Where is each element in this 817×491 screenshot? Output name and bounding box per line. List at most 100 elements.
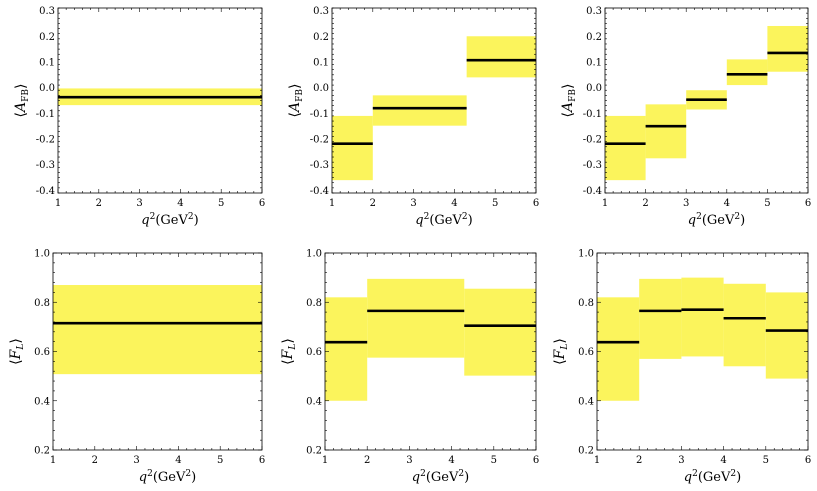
y-tick-label: 1.0: [34, 249, 50, 260]
x-axis-label: q2(GeV2): [415, 212, 472, 228]
y-tick-label: 0.2: [34, 446, 50, 457]
panel-bottom-right: 1 2 3 4 5 6 0.2 0.4 0.6 0.8 1.0 ⟨FL⟩ q2(GeV2): [552, 249, 811, 486]
x-tick-label: 1: [55, 198, 61, 209]
y-tick-label: 0.8: [578, 298, 594, 309]
x-axis-label: q2(GeV2): [688, 212, 745, 228]
y-axis-label: ⟨AFB⟩: [287, 84, 305, 118]
x-axis-label: q2(GeV2): [141, 212, 198, 228]
x-tick-label: 1: [50, 455, 56, 466]
y-tick-label: -0.1: [310, 109, 329, 120]
x-tick-label: 2: [636, 455, 642, 466]
uncertainty-band-4: [726, 59, 768, 86]
uncertainty-band-2: [367, 278, 465, 358]
x-tick-label: 3: [678, 455, 684, 466]
y-tick-label: -0.4: [310, 186, 329, 197]
x-tick-label: 4: [177, 198, 183, 209]
x-tick-label: 6: [259, 198, 265, 209]
y-tick-label: 0.0: [586, 83, 602, 94]
x-tick-label: 2: [96, 198, 102, 209]
x-tick-label: 3: [410, 198, 416, 209]
y-tick-label: 0.3: [39, 6, 55, 17]
x-tick-label: 1: [322, 455, 328, 466]
panel-bottom-middle: 1 2 3 4 5 6 0.2 0.4 0.6 0.8 1.0 ⟨FL⟩ q2(GeV2): [280, 249, 539, 486]
y-tick-label: -0.3: [310, 160, 329, 171]
x-axis-label: q2(GeV2): [139, 469, 196, 485]
x-tick-label: 6: [805, 198, 811, 209]
y-axis-label: ⟨FL⟩: [8, 338, 26, 365]
x-tick-label: 4: [720, 455, 726, 466]
uncertainty-band-4: [723, 283, 766, 367]
uncertainty-band-1: [325, 297, 368, 401]
x-tick-label: 6: [533, 198, 539, 209]
y-tick-label: -0.2: [310, 135, 329, 146]
x-tick-label: 6: [805, 455, 811, 466]
y-tick-label: 1.0: [306, 249, 322, 260]
x-tick-label: 4: [724, 198, 730, 209]
uncertainty-band-2: [639, 278, 682, 359]
y-tick-label: -0.4: [583, 186, 602, 197]
y-axis-label: ⟨AFB⟩: [560, 84, 578, 118]
x-axis-label: q2(GeV2): [412, 469, 469, 485]
x-tick-label: 5: [217, 455, 223, 466]
uncertainty-band-1: [332, 115, 373, 181]
y-tick-label: 1.0: [578, 249, 594, 260]
x-tick-label: 5: [492, 198, 498, 209]
uncertainty-band-3: [681, 277, 724, 357]
uncertainty-band-5: [765, 292, 808, 379]
y-tick-label: 0.2: [39, 32, 55, 43]
x-tick-label: 6: [259, 455, 265, 466]
x-axis-label: q2(GeV2): [684, 469, 741, 485]
y-tick-label: 0.1: [586, 57, 602, 68]
uncertainty-band-1: [605, 115, 646, 181]
y-tick-label: 0.4: [578, 396, 594, 407]
y-tick-label: 0.2: [578, 446, 594, 457]
x-tick-label: 5: [218, 198, 224, 209]
x-tick-label: 4: [448, 455, 454, 466]
y-tick-label: 0.8: [34, 298, 50, 309]
y-tick-label: 0.1: [313, 57, 329, 68]
y-tick-label: -0.4: [36, 186, 55, 197]
x-tick-label: 3: [136, 198, 142, 209]
uncertainty-band-1: [597, 297, 640, 401]
x-tick-label: 3: [406, 455, 412, 466]
x-tick-label: 2: [642, 198, 648, 209]
x-tick-label: 3: [683, 198, 689, 209]
y-tick-label: -0.1: [36, 109, 55, 120]
y-tick-label: 0.2: [313, 32, 329, 43]
y-tick-label: 0.0: [39, 83, 55, 94]
y-tick-label: -0.3: [583, 160, 602, 171]
y-tick-label: 0.0: [313, 83, 329, 94]
x-tick-label: 5: [764, 198, 770, 209]
y-tick-label: 0.2: [586, 32, 602, 43]
y-axis-label: ⟨AFB⟩: [13, 84, 31, 118]
x-tick-label: 1: [329, 198, 335, 209]
panel-top-right: 1 2 3 4 5 6 -0.4 -0.3 -0.2 -0.1 0.0 0.1 0.2 0.3 ⟨AFB⟩ q…: [560, 6, 811, 228]
panel-bottom-left: 1 2 3 4 5 6 0.2 0.4 0.6 0.8 1.0 ⟨FL⟩ q2(GeV2): [8, 249, 265, 486]
y-tick-label: 0.1: [39, 57, 55, 68]
x-tick-label: 4: [175, 455, 181, 466]
x-tick-label: 2: [370, 198, 376, 209]
y-tick-label: 0.6: [34, 347, 50, 358]
y-axis-label: ⟨FL⟩: [280, 338, 298, 365]
y-tick-label: 0.3: [586, 6, 602, 17]
uncertainty-band-2: [372, 95, 467, 126]
x-tick-label: 6: [533, 455, 539, 466]
panel-top-middle: 1 2 3 4 5 6 -0.4 -0.3 -0.2 -0.1 0.0 0.1 0.2 0.3 ⟨AFB⟩ q…: [287, 6, 539, 228]
y-tick-label: 0.4: [34, 396, 50, 407]
y-tick-label: 0.2: [306, 446, 322, 457]
uncertainty-band-5: [767, 25, 808, 72]
uncertainty-band-3: [466, 36, 536, 78]
x-tick-label: 4: [451, 198, 457, 209]
uncertainty-band-3: [464, 288, 536, 376]
y-tick-label: 0.6: [578, 347, 594, 358]
y-tick-label: 0.4: [306, 396, 322, 407]
y-tick-label: -0.3: [36, 160, 55, 171]
y-tick-label: 0.8: [306, 298, 322, 309]
x-tick-label: 1: [602, 198, 608, 209]
panel-top-left: 1 2 3 4 5 6 -0.4 -0.3 -0.2 -0.1 0.0 0.1 0.2 0.3 ⟨AFB⟩ q…: [13, 6, 265, 228]
x-tick-label: 1: [594, 455, 600, 466]
x-tick-label: 5: [763, 455, 769, 466]
y-tick-label: -0.2: [36, 135, 55, 146]
x-tick-label: 3: [133, 455, 139, 466]
